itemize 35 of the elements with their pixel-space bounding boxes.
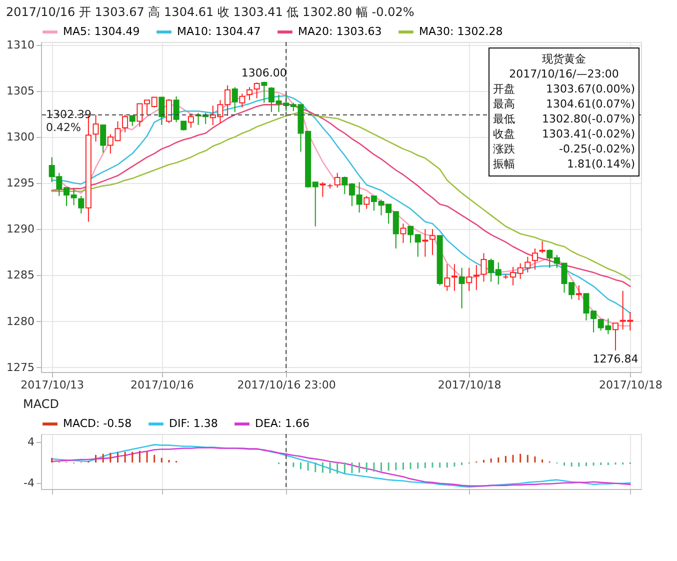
text: 涨跌 -0.25(-0.02%) <box>493 142 635 156</box>
text: 最低 1302.80(-0.07%) <box>493 112 635 126</box>
text: 振幅 1.81(0.14%) <box>493 158 635 170</box>
legend-label: MACD: -0.58 <box>63 417 132 430</box>
annotation: 1306.00 <box>241 66 287 80</box>
y-tick-label: 1300 <box>6 130 34 144</box>
legend-label: MA5: 1304.49 <box>63 25 140 38</box>
y-tick-label: -4 <box>24 476 34 490</box>
y-tick-label: 1285 <box>6 268 34 282</box>
y-tick-label: 1310 <box>6 38 34 52</box>
x-tick-label: 2017/10/16 23:00 <box>237 378 336 392</box>
y-tick-label: 1280 <box>6 314 34 328</box>
legend-label: DEA: 1.66 <box>255 417 310 430</box>
y-tick-label: 1275 <box>6 360 34 374</box>
x-tick-label: 2017/10/18 <box>438 378 502 392</box>
annotation: 现货黄金 <box>542 52 586 66</box>
x-tick-label: 2017/10/13 <box>20 378 84 392</box>
x-tick-label: 2017/10/18 <box>598 378 662 392</box>
chart-title: 2017/10/16 开 1303.67 高 1304.61 收 1303.41 低 1302.80 幅 -0.02% <box>6 5 414 19</box>
chart-title: MACD <box>23 397 60 411</box>
annotation: 2017/10/16/—23:00 <box>509 68 619 80</box>
y-tick-label: 4 <box>28 436 34 449</box>
text: 开盘 1303.67(0.00%) <box>493 82 635 96</box>
y-tick-label: 1295 <box>6 176 34 190</box>
y-tick-label: 1290 <box>6 222 34 236</box>
text: 收盘 1303.41(-0.02%) <box>493 128 635 140</box>
ref-line-label: 1302.39 0.42% <box>46 108 92 134</box>
y-tick-label: 1305 <box>6 84 34 98</box>
x-tick-label: 2017/10/16 <box>130 378 194 392</box>
text: 最高 1304.61(0.07%) <box>493 98 635 110</box>
annotation: 1276.84 <box>592 352 638 366</box>
legend-label: DIF: 1.38 <box>169 417 218 430</box>
legend-label: MA10: 1304.47 <box>177 25 261 38</box>
legend-label: MA30: 1302.28 <box>419 25 503 38</box>
legend-label: MA20: 1303.63 <box>298 25 382 38</box>
